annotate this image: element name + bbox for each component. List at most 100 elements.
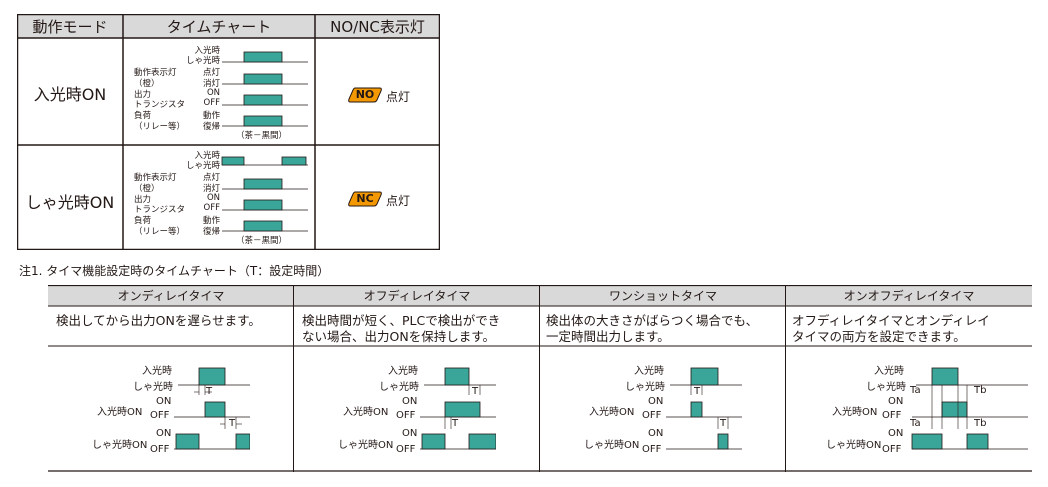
timer-title-one-shot: ワンショットタイマ xyxy=(608,289,717,303)
p1-on-dark-on: ON xyxy=(156,428,172,439)
t2-delay-label-2: T xyxy=(452,418,459,429)
p3-on-light-off: OFF xyxy=(642,410,662,421)
tc2-ind-on: 点灯 xyxy=(202,173,220,183)
timer-title-off-delay: オフディレイタイマ xyxy=(363,289,471,303)
p1-light-on: 入光時 xyxy=(142,366,172,377)
timer-desc-off-delay-2: ない場合、出力ONを保持します。 xyxy=(302,329,495,344)
p1-light-off: しゃ光時 xyxy=(133,382,173,393)
no-badge: NO xyxy=(347,87,383,103)
p4-on-dark-off: OFF xyxy=(882,444,902,455)
tc1-load-label: 負荷 xyxy=(134,111,152,121)
timer-desc-off-delay-1: 検出時間が短く、PLCで検出ができ xyxy=(302,313,501,328)
timechart-dark-on: 入光時 しゃ光時 動作表示灯 （橙） 点灯 消灯 出力 トランジスタ ON OF… xyxy=(128,149,308,251)
nc-badge-shape xyxy=(348,191,382,207)
tc1-light-off: しゃ光時 xyxy=(185,56,220,66)
p4-on-dark-on: ON xyxy=(888,428,904,439)
nc-badge: NC xyxy=(347,191,383,207)
timer-desc-one-shot-2: 一定時間出力します。 xyxy=(546,329,670,344)
p4-on-light-on: ON xyxy=(888,396,904,407)
p2-light-on: 入光時 xyxy=(388,366,418,377)
timer-chart-off-delay: T T xyxy=(336,361,497,461)
p3-on-dark-off: OFF xyxy=(642,444,662,455)
mode-table: 動作モード タイムチャート NO/NC表示灯 入光時ON NO 点灯 しゃ光時O… xyxy=(17,14,440,250)
t4-delay-tb-2: Tb xyxy=(974,418,987,429)
p1-on-dark-off: OFF xyxy=(150,444,170,455)
t4-delay-ta-2: Ta xyxy=(910,418,921,429)
header-mode: 動作モード xyxy=(32,18,108,36)
timer-desc-on-off-delay-2: タイマの両方を設定できます。 xyxy=(792,329,966,344)
tc2-tr-on: ON xyxy=(206,193,220,203)
timer-chart-on-off-delay: Ta Tb Ta Tb xyxy=(828,361,1028,461)
timer-title-on-off-delay: オンオフディレイタイマ xyxy=(843,289,975,303)
t3-delay-label-2: T xyxy=(720,418,727,429)
p1-on-light-off: OFF xyxy=(150,410,170,421)
tc2-ind-off: 消灯 xyxy=(202,184,220,194)
p1-on-light-on: ON xyxy=(156,396,172,407)
tc1-load-off: 復帰 xyxy=(202,122,220,132)
p3-on-dark-on: ON xyxy=(648,428,664,439)
tc2-load-label: 負荷 xyxy=(134,216,152,226)
p3-on-dark: しゃ光時ON xyxy=(584,440,640,451)
tc2-tr-label2: トランジスタ xyxy=(134,205,186,215)
tc2-ind-label: 動作表示灯 xyxy=(134,173,177,183)
tc2-tr-off: OFF xyxy=(203,203,220,213)
nc-badge-text: NC xyxy=(356,192,374,205)
timer-table-grid xyxy=(48,285,1032,472)
no-badge-shape xyxy=(348,87,382,103)
p4-on-light: 入光時ON xyxy=(832,407,878,418)
tc2-footnote: （茶－黒間） xyxy=(236,236,288,246)
header-timechart: タイムチャート xyxy=(166,18,272,36)
timer-chart-one-shot-svg xyxy=(666,367,742,450)
lamp-on-text-1: 点灯 xyxy=(386,90,411,104)
tc1-footnote: （茶－黒間） xyxy=(236,131,288,141)
timer-desc-one-shot-1: 検出体の大きさがばらつく場合でも、 xyxy=(546,313,759,328)
p2-on-light: 入光時ON xyxy=(343,407,389,418)
tc2-load-on: 動作 xyxy=(202,216,220,226)
tc1-load-label2: （リレー等） xyxy=(134,122,186,132)
p4-on-dark: しゃ光時ON xyxy=(826,440,882,451)
p2-on-light-on: ON xyxy=(402,396,418,407)
t3-delay-label-1: T xyxy=(694,386,701,397)
timer-table: オンディレイタイマ オフディレイタイマ ワンショットタイマ オンオフディレイタイ… xyxy=(48,285,1032,472)
tc2-tr-label: 出力 xyxy=(134,195,152,205)
tc2-load-label2: （リレー等） xyxy=(134,227,186,237)
timer-chart-one-shot: T T xyxy=(582,361,742,461)
mode-dark-on: しゃ光時ON xyxy=(25,193,115,212)
lamp-on-text-2: 点灯 xyxy=(386,194,411,208)
timechart-light-on-svg xyxy=(222,51,308,127)
p3-light-on: 入光時 xyxy=(634,366,664,377)
timer-desc-on-off-delay-1: オフディレイタイマとオンディレイ xyxy=(792,313,990,328)
timer-chart-on-delay-svg xyxy=(174,367,251,450)
tc2-light-on: 入光時 xyxy=(194,151,220,161)
no-badge-text: NO xyxy=(355,88,375,101)
tc1-tr-on: ON xyxy=(206,88,220,98)
t2-delay-label-1: T xyxy=(472,386,479,397)
tc1-ind-label: 動作表示灯 xyxy=(134,68,177,78)
p3-light-off: しゃ光時 xyxy=(625,382,665,393)
p1-on-dark: しゃ光時ON xyxy=(92,440,148,451)
p2-on-dark: しゃ光時ON xyxy=(338,440,394,451)
tc1-ind-off: 消灯 xyxy=(202,79,220,89)
timer-chart-off-delay-svg xyxy=(420,367,497,450)
p2-on-light-off: OFF xyxy=(396,410,416,421)
mode-table-grid xyxy=(17,14,440,250)
timer-desc-on-delay-1: 検出してから出力ONを遅らせます。 xyxy=(56,313,261,328)
tc1-tr-label: 出力 xyxy=(134,90,152,100)
tc1-load-on: 動作 xyxy=(202,111,220,121)
p1-on-light: 入光時ON xyxy=(97,407,143,418)
tc2-ind-label2: （橙） xyxy=(134,184,160,194)
tc1-tr-off: OFF xyxy=(203,98,220,108)
t4-delay-tb-1: Tb xyxy=(974,385,987,396)
p2-on-dark-off: OFF xyxy=(396,444,416,455)
tc1-ind-label2: （橙） xyxy=(134,79,160,89)
p2-light-off: しゃ光時 xyxy=(379,382,419,393)
timer-chart-on-delay: T T xyxy=(90,361,251,461)
timer-note: 注1. タイマ機能設定時のタイムチャート（T：設定時間） xyxy=(19,264,330,278)
timechart-light-on: 入光時 しゃ光時 動作表示灯 （橙） 点灯 消灯 出力 トランジスタ ON OF… xyxy=(128,42,308,144)
tc1-tr-label2: トランジスタ xyxy=(134,100,186,110)
p3-on-light: 入光時ON xyxy=(589,407,635,418)
tc1-light-on: 入光時 xyxy=(194,46,220,56)
p3-on-light-on: ON xyxy=(648,396,664,407)
t4-delay-ta-1: Ta xyxy=(910,385,921,396)
p4-on-light-off: OFF xyxy=(882,410,902,421)
